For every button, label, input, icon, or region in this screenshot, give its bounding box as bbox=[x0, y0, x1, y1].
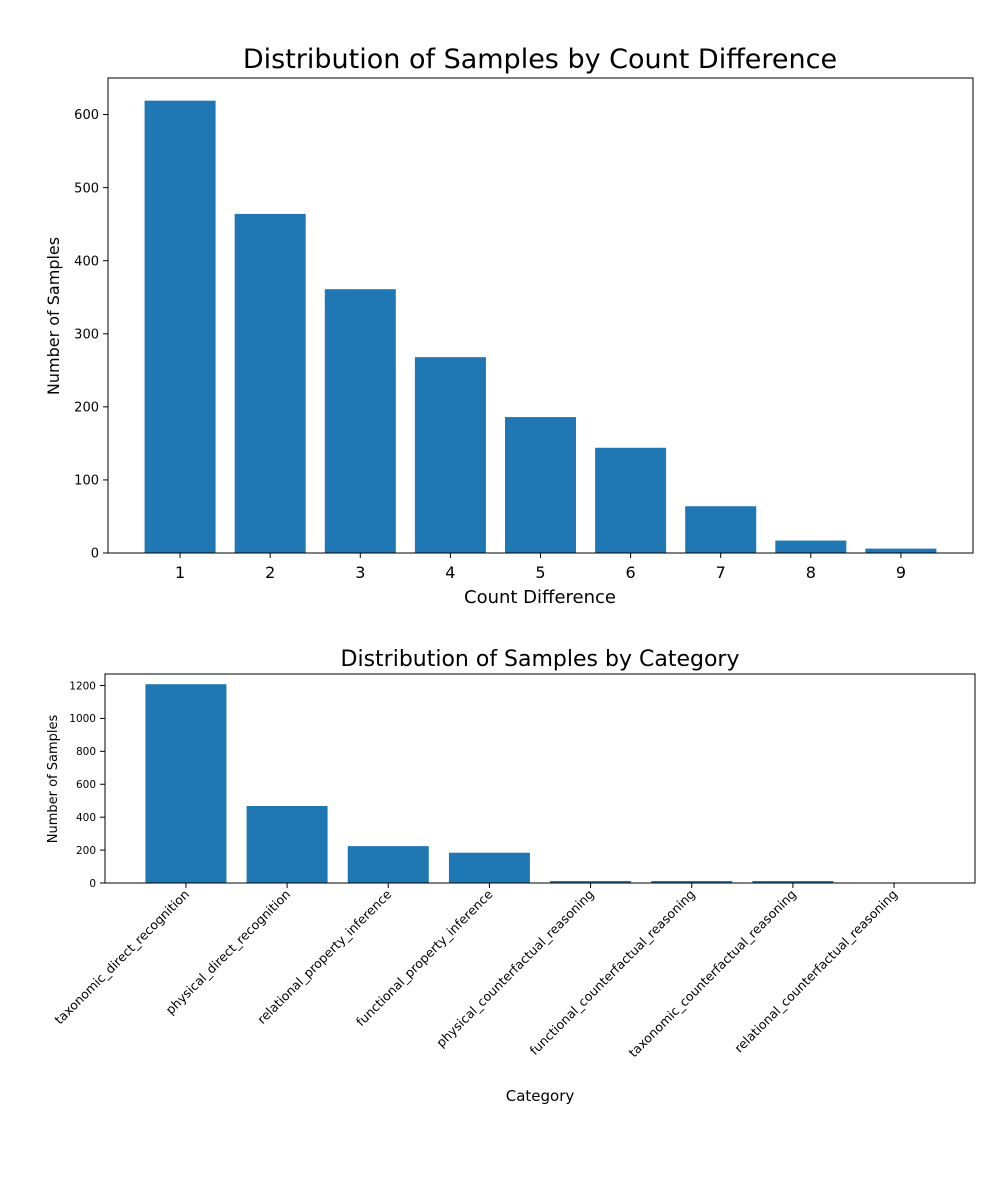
chart2-bars bbox=[145, 684, 935, 883]
bar-1 bbox=[144, 100, 216, 554]
chart1-plot-frame bbox=[107, 77, 974, 554]
count-difference-chart: Distribution of Samples by Count Differe… bbox=[44, 44, 974, 608]
chart2-y-ticks: 0 200 400 600 800 1000 1200 bbox=[69, 680, 105, 890]
bar-relational_property_inference bbox=[347, 846, 429, 883]
bar-8 bbox=[775, 540, 847, 553]
bar-taxonomic_direct_recognition bbox=[145, 684, 227, 883]
y-tick-label: 200 bbox=[74, 401, 99, 416]
y-tick-label: 0 bbox=[89, 878, 96, 890]
x-tick-label: 9 bbox=[896, 563, 906, 582]
chart2-title: Distribution of Samples by Category bbox=[341, 647, 740, 672]
y-tick-label: 400 bbox=[76, 812, 96, 824]
bar-4 bbox=[414, 357, 486, 553]
chart1-x-ticks: 1 2 3 4 5 6 7 8 9 bbox=[175, 553, 906, 582]
bar-7 bbox=[685, 506, 757, 553]
chart2-plot-frame bbox=[104, 673, 976, 884]
bar-functional_counterfactual_reasoning bbox=[651, 881, 733, 883]
y-tick-label: 800 bbox=[76, 746, 96, 758]
bar-physical_counterfactual_reasoning bbox=[550, 881, 632, 883]
chart2-y-axis-label: Number of Samples bbox=[46, 715, 61, 844]
bar-functional_property_inference bbox=[448, 852, 530, 883]
y-tick-label: 1000 bbox=[69, 713, 96, 725]
chart2-x-axis-label: Category bbox=[506, 1087, 575, 1105]
y-tick-label: 400 bbox=[74, 254, 99, 269]
bar-taxonomic_counterfactual_reasoning bbox=[752, 881, 834, 883]
y-tick-label: 600 bbox=[76, 779, 96, 791]
bar-6 bbox=[595, 447, 667, 553]
y-tick-label: 100 bbox=[74, 474, 99, 489]
y-tick-label: 500 bbox=[74, 181, 99, 196]
x-tick-label: 3 bbox=[355, 563, 365, 582]
bar-9 bbox=[865, 548, 937, 553]
y-tick-label: 0 bbox=[91, 547, 99, 562]
x-tick-label: 4 bbox=[445, 563, 455, 582]
bar-5 bbox=[505, 417, 576, 553]
x-tick-label: 8 bbox=[806, 563, 816, 582]
x-tick-label: 2 bbox=[265, 563, 275, 582]
x-tick-label: 6 bbox=[626, 563, 636, 582]
y-tick-label: 300 bbox=[74, 327, 99, 342]
y-tick-label: 600 bbox=[74, 108, 99, 123]
chart1-bars bbox=[144, 100, 937, 554]
y-tick-label: 200 bbox=[76, 845, 96, 857]
chart1-y-axis-label: Number of Samples bbox=[44, 237, 63, 395]
chart1-x-axis-label: Count Difference bbox=[464, 587, 616, 608]
bar-physical_direct_recognition bbox=[246, 805, 328, 883]
y-tick-label: 1200 bbox=[69, 680, 96, 692]
chart1-y-ticks: 0 100 200 300 400 500 600 bbox=[74, 108, 108, 562]
x-tick-label: 5 bbox=[535, 563, 545, 582]
bar-2 bbox=[234, 213, 306, 553]
chart1-title: Distribution of Samples by Count Differe… bbox=[243, 44, 837, 75]
x-tick-label: 1 bbox=[175, 563, 185, 582]
bar-3 bbox=[324, 289, 396, 553]
x-tick-label: 7 bbox=[716, 563, 726, 582]
